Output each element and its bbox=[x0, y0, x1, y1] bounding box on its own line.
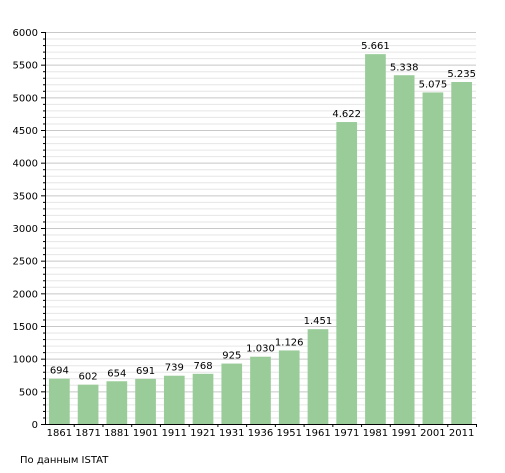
data-label: 5.338 bbox=[390, 62, 419, 73]
x-tick-label: 1936 bbox=[248, 428, 273, 439]
data-label: 4.622 bbox=[332, 109, 361, 120]
x-tick-label: 1871 bbox=[75, 428, 100, 439]
y-tick-label: 1500 bbox=[13, 322, 38, 333]
data-label: 5.661 bbox=[361, 41, 390, 52]
y-tick-label: 3000 bbox=[13, 224, 38, 235]
axes bbox=[41, 32, 477, 427]
x-tick-label: 1911 bbox=[162, 428, 187, 439]
x-tick-label: 2001 bbox=[420, 428, 445, 439]
bar bbox=[49, 378, 70, 424]
x-tick-label: 1931 bbox=[219, 428, 244, 439]
x-tick-label: 1981 bbox=[363, 428, 388, 439]
y-tick-label: 3500 bbox=[13, 191, 38, 202]
bar bbox=[106, 381, 128, 424]
y-tick-label: 500 bbox=[19, 387, 38, 398]
x-tick-label: 1861 bbox=[47, 428, 72, 439]
bar bbox=[365, 54, 386, 424]
bar bbox=[393, 75, 415, 424]
x-tick-label: 1951 bbox=[277, 428, 302, 439]
data-label: 1.126 bbox=[275, 337, 304, 348]
y-tick-label: 2000 bbox=[13, 289, 38, 300]
data-label: 694 bbox=[50, 366, 69, 377]
x-tick-label: 1901 bbox=[133, 428, 158, 439]
y-tick-label: 4000 bbox=[13, 159, 38, 170]
data-label: 739 bbox=[165, 363, 184, 374]
data-label: 691 bbox=[136, 366, 155, 377]
x-tick-label: 1991 bbox=[391, 428, 416, 439]
bar bbox=[451, 81, 472, 424]
data-label: 602 bbox=[79, 372, 98, 383]
bar bbox=[77, 384, 99, 424]
y-tick-label: 4500 bbox=[13, 126, 38, 137]
x-tick-label: 2011 bbox=[449, 428, 474, 439]
y-tick-label: 5000 bbox=[13, 93, 38, 104]
data-label: 1.451 bbox=[304, 316, 333, 327]
bar bbox=[250, 356, 271, 424]
bar bbox=[422, 92, 444, 424]
data-label: 5.235 bbox=[447, 69, 476, 80]
y-tick-label: 1000 bbox=[13, 355, 38, 366]
bar bbox=[192, 373, 214, 424]
source-note: По данным ISTAT bbox=[20, 455, 109, 466]
bar bbox=[221, 363, 243, 424]
bar bbox=[278, 350, 300, 424]
y-tick-label: 5500 bbox=[13, 61, 38, 72]
bar bbox=[307, 329, 329, 424]
x-tick-label: 1881 bbox=[104, 428, 129, 439]
bar bbox=[135, 378, 156, 424]
x-tick-label: 1961 bbox=[305, 428, 330, 439]
data-label: 5.075 bbox=[419, 79, 448, 90]
y-tick-label: 6000 bbox=[13, 28, 38, 39]
x-tick-label: 1971 bbox=[334, 428, 359, 439]
data-label: 925 bbox=[222, 351, 241, 362]
data-label: 654 bbox=[107, 368, 126, 379]
y-tick-label: 2500 bbox=[13, 257, 38, 268]
bar bbox=[336, 122, 358, 425]
labels: 0 500 1000 1500 2000 2500 3000 3500 4000 4500 5000… bbox=[13, 28, 476, 439]
y-tick-label: 0 bbox=[32, 420, 38, 431]
data-label: 768 bbox=[193, 361, 212, 372]
bars bbox=[49, 54, 472, 425]
bar bbox=[163, 375, 185, 424]
x-tick-label: 1921 bbox=[190, 428, 215, 439]
data-label: 1.030 bbox=[246, 344, 275, 355]
